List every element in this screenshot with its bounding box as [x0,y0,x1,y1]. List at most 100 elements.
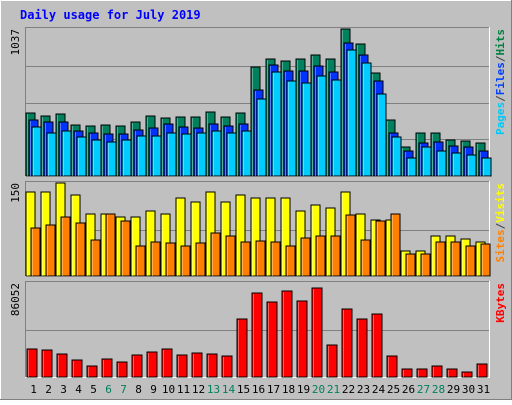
bar-body [146,351,158,378]
bar-body [391,136,402,177]
bar-kbytes-day-21 [326,344,338,378]
bar-body [346,49,357,177]
bar-body [46,132,57,177]
bar-pages-day-29 [451,152,462,177]
bar-pages-day-27 [421,146,432,177]
bar-body [181,133,192,177]
bar-pages-day-24 [376,93,387,177]
bar-pages-day-20 [316,75,327,177]
panel-kbytes: 86052 KBytes [9,281,507,378]
bar-body [90,239,101,277]
bar-pages-day-2 [46,132,57,177]
bar-pages-day-25 [391,136,402,177]
bar-body [341,308,353,378]
x-tick-label-day-22: 22 [342,383,355,396]
x-tick-label-day-19: 19 [297,383,310,396]
bar-pages-day-11 [181,133,192,177]
bar-body [26,348,38,378]
bar-body [435,241,446,277]
bar-sites-day-18 [285,245,296,277]
bar-sites-day-21 [330,235,341,277]
bar-sites-day-2 [45,224,56,277]
bar-body [105,213,116,277]
bar-body [56,353,68,378]
x-tick-labels: 1 2 3 4 5 6 7 8 9 10 11 12 13 14 15 16 17 18 19 20 21 22 23 24 2… [30,383,490,396]
bar-pages-day-18 [286,80,297,177]
bar-body [71,359,83,378]
bar-body [480,243,491,277]
bar-body [166,132,177,177]
bar-body [345,214,356,277]
bar-body [481,157,492,177]
bar-kbytes-day-5 [86,365,98,378]
bar-kbytes-day-20 [311,287,323,378]
x-tick-label-day-25: 25 [387,383,400,396]
series-kbytes [26,287,488,378]
bar-sites-day-4 [75,222,86,277]
bar-body [356,318,368,378]
bar-pages-day-9 [151,135,162,177]
bar-pages-day-21 [331,79,342,177]
bar-body [41,349,53,378]
bar-body [75,222,86,277]
bar-kbytes-day-24 [371,313,383,378]
legend-entry: Hits [494,29,507,56]
bar-pages-day-1 [31,126,42,177]
bar-body [331,79,342,177]
bar-kbytes-day-16 [251,292,263,378]
bar-sites-day-1 [30,227,41,277]
bar-sites-day-14 [225,235,236,277]
legend-entry: Files [494,62,507,95]
bar-body [236,318,248,378]
bar-body [116,361,128,378]
bar-body [45,224,56,277]
bar-sites-day-20 [315,235,326,277]
bar-body [371,313,383,378]
bar-body [106,141,117,177]
bar-sites-day-6 [105,213,116,277]
bar-pages-day-22 [346,49,357,177]
bar-body [101,358,113,378]
x-tick-label-day-13: 13 [207,383,220,396]
bar-body [121,139,132,177]
chart-panels: 1037Pages/Files/Hits150Sites/Visits86052… [9,27,507,378]
x-tick-label-day-27: 27 [417,383,430,396]
bar-sites-day-29 [450,241,461,277]
y-max-label: 150 [9,183,22,203]
bar-body [376,93,387,177]
bar-sites-day-8 [135,245,146,277]
bar-kbytes-day-15 [236,318,248,378]
bar-body [240,241,251,277]
x-tick-label-day-11: 11 [177,383,190,396]
bar-body [266,301,278,378]
bar-pages-day-15 [241,130,252,177]
bar-body [241,130,252,177]
bar-body [326,344,338,378]
bar-body [301,82,312,177]
bar-sites-day-30 [465,245,476,277]
bar-kbytes-day-18 [281,290,293,378]
bar-body [311,287,323,378]
bar-body [466,154,477,177]
x-tick-label-day-28: 28 [432,383,445,396]
bar-body [416,368,428,378]
bar-body [60,216,71,277]
legend-entry: / [494,222,507,229]
bar-body [316,75,327,177]
bar-body [226,132,237,177]
x-tick-label-day-24: 24 [372,383,386,396]
bar-pages-day-30 [466,154,477,177]
bar-kbytes-day-23 [356,318,368,378]
bar-body [330,235,341,277]
legend-entry: Sites [494,229,507,262]
legend-entry: / [494,55,507,62]
bar-kbytes-day-3 [56,353,68,378]
bar-sites-day-25 [390,213,401,277]
series-pages [31,49,492,177]
bar-pages-day-23 [361,62,372,177]
legend-entry: Pages [494,102,507,135]
bar-sites-day-24 [375,220,386,277]
bar-sites-day-11 [180,245,191,277]
bar-body [180,245,191,277]
